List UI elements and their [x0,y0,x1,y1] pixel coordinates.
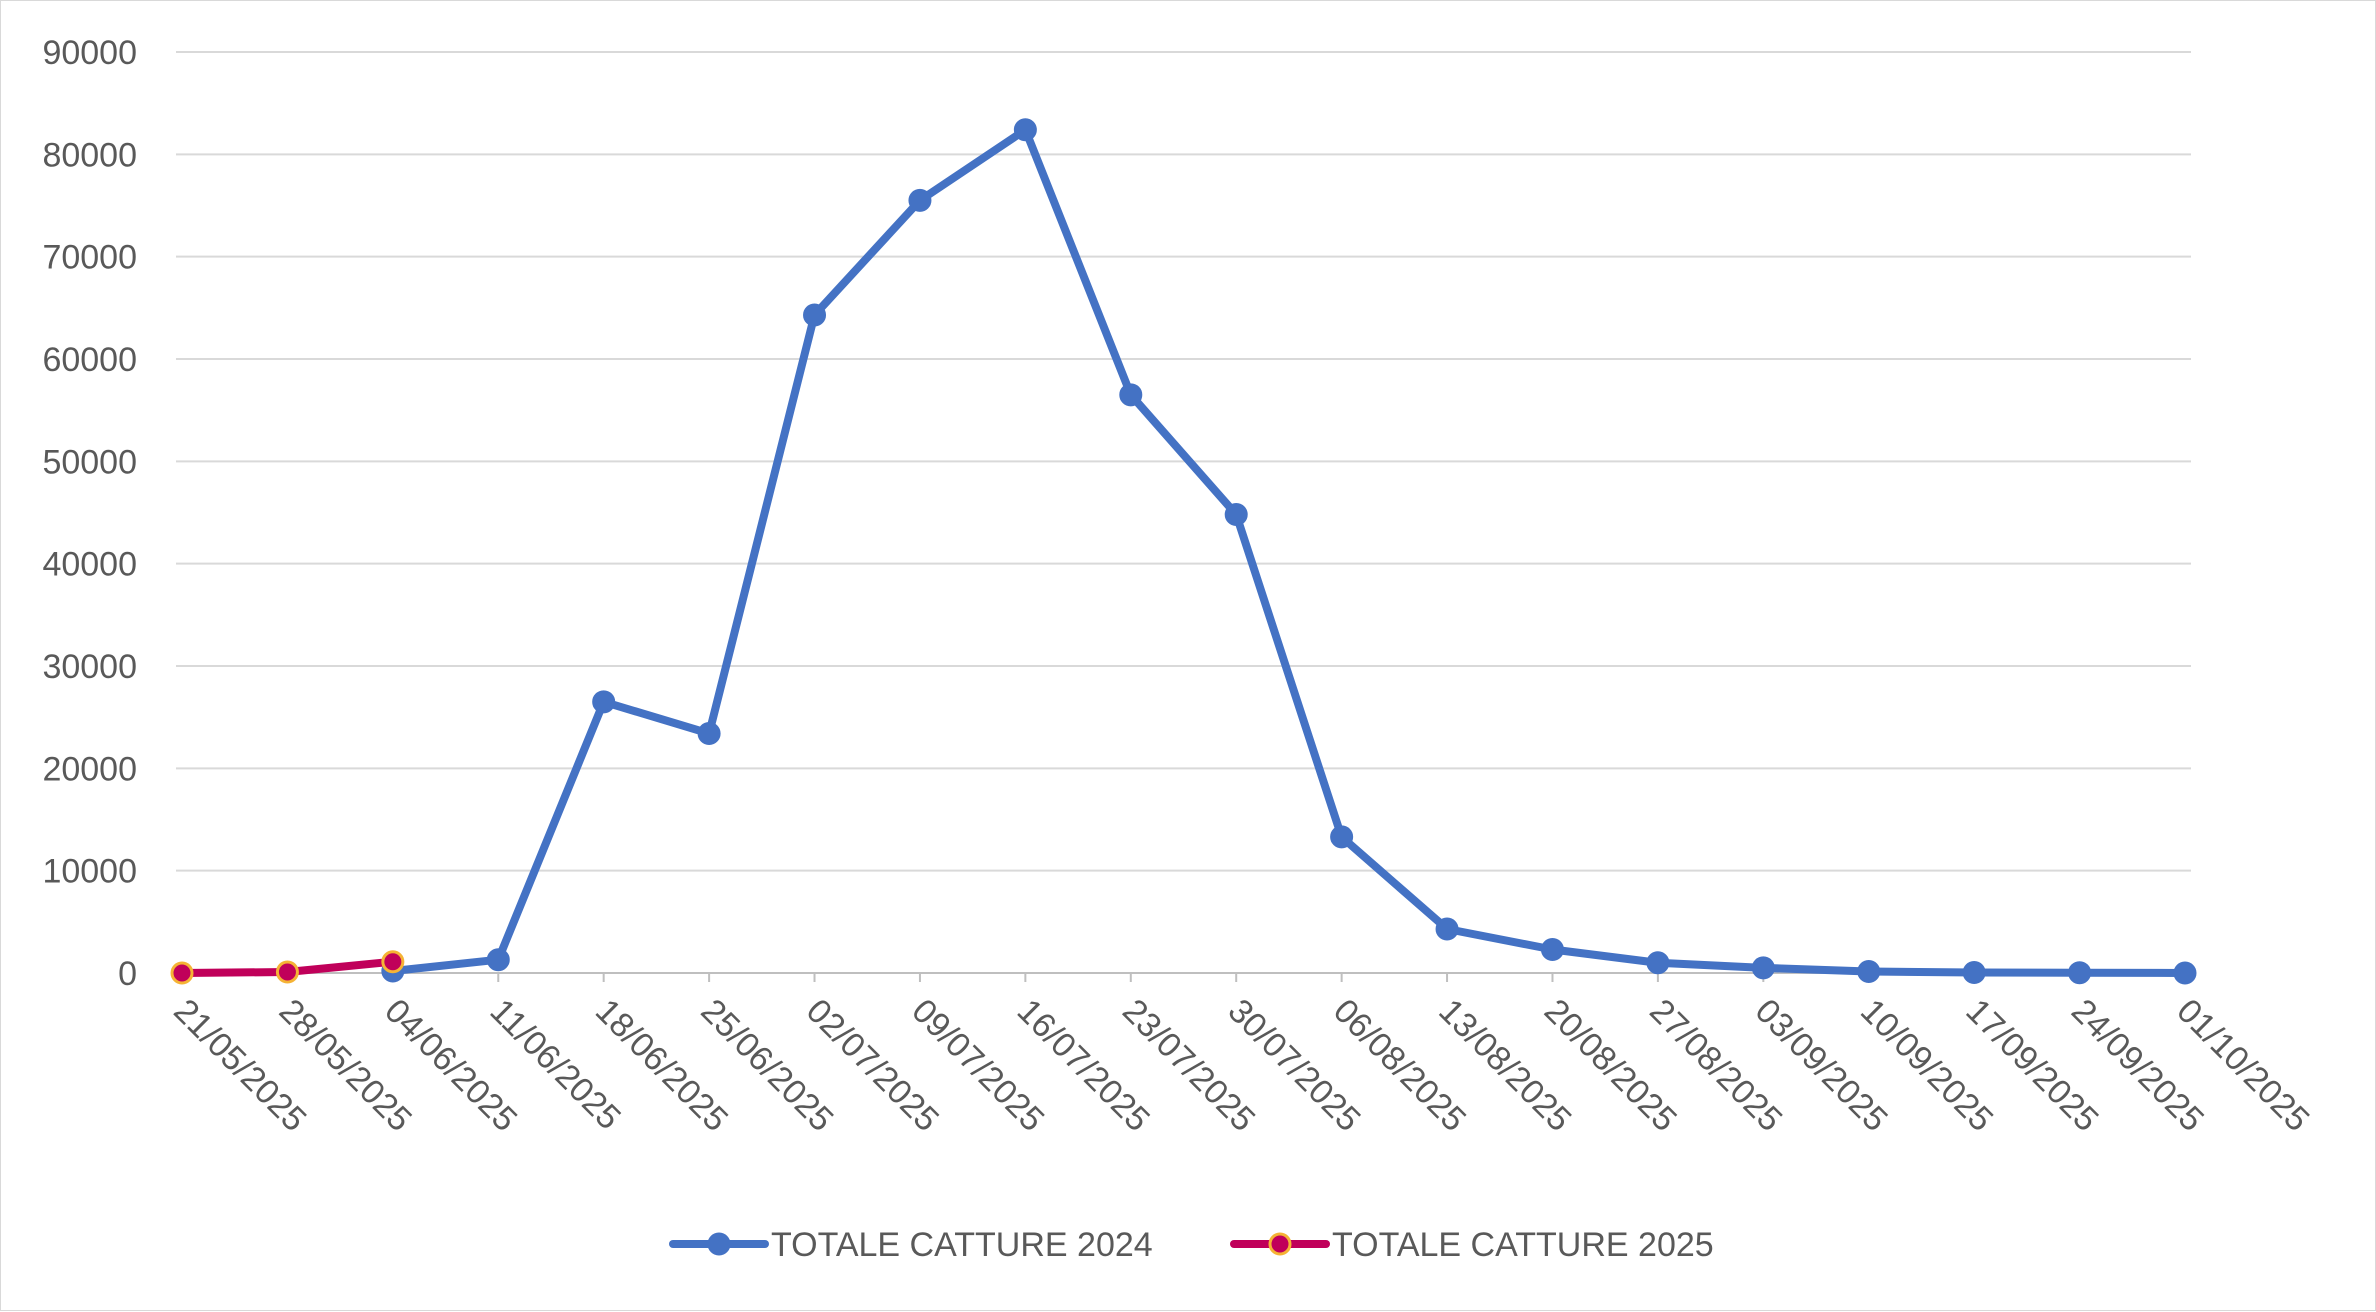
gridlines [176,51,2191,974]
legend-marker [707,1232,731,1256]
data-point [1962,960,1986,984]
data-point [908,188,932,212]
y-tick-label: 20000 [42,750,137,788]
legend-item-2: TOTALE CATTURE 2025 [1230,1226,1714,1264]
y-tick-label: 50000 [42,443,137,481]
y-tick-label: 70000 [42,239,137,277]
y-tick-label: 30000 [42,648,137,686]
data-point [697,722,721,746]
legend-label: TOTALE CATTURE 2024 [771,1226,1153,1264]
legend-marker [1268,1232,1292,1256]
y-tick-labels: 0 10000 20000 30000 40000 50000 60000 70000 8000… [42,34,137,993]
data-point [1646,951,1670,975]
y-tick-label: 40000 [42,546,137,584]
legend: TOTALE CATTURE 2024 TOTALE CATTURE 2025 [669,1226,1714,1264]
data-point [1119,383,1143,407]
data-point [275,960,299,984]
legend-label: TOTALE CATTURE 2025 [1332,1226,1714,1264]
data-point [1540,937,1564,961]
series [170,118,2197,985]
data-point [1857,959,1881,983]
y-tick-label: 60000 [42,341,137,379]
y-tick-label: 10000 [42,853,137,891]
data-point [1435,917,1459,941]
x-tick-labels: 21/05/202528/05/202504/06/202511/06/2025… [166,992,2316,1139]
y-tick-label: 80000 [42,136,137,174]
data-point [486,948,510,972]
data-point [1224,503,1248,527]
y-tick-label: 90000 [42,34,137,72]
legend-item-1: TOTALE CATTURE 2024 [669,1226,1153,1264]
data-point [381,950,405,974]
data-point [170,961,194,985]
data-point [803,303,827,327]
y-tick-label: 0 [118,955,137,993]
data-point [1013,118,1037,142]
data-point [1751,956,1775,980]
series-line-1 [388,125,2189,977]
data-point [592,690,616,714]
data-point [2068,961,2092,985]
data-point [1330,825,1354,849]
data-point [2173,961,2197,985]
